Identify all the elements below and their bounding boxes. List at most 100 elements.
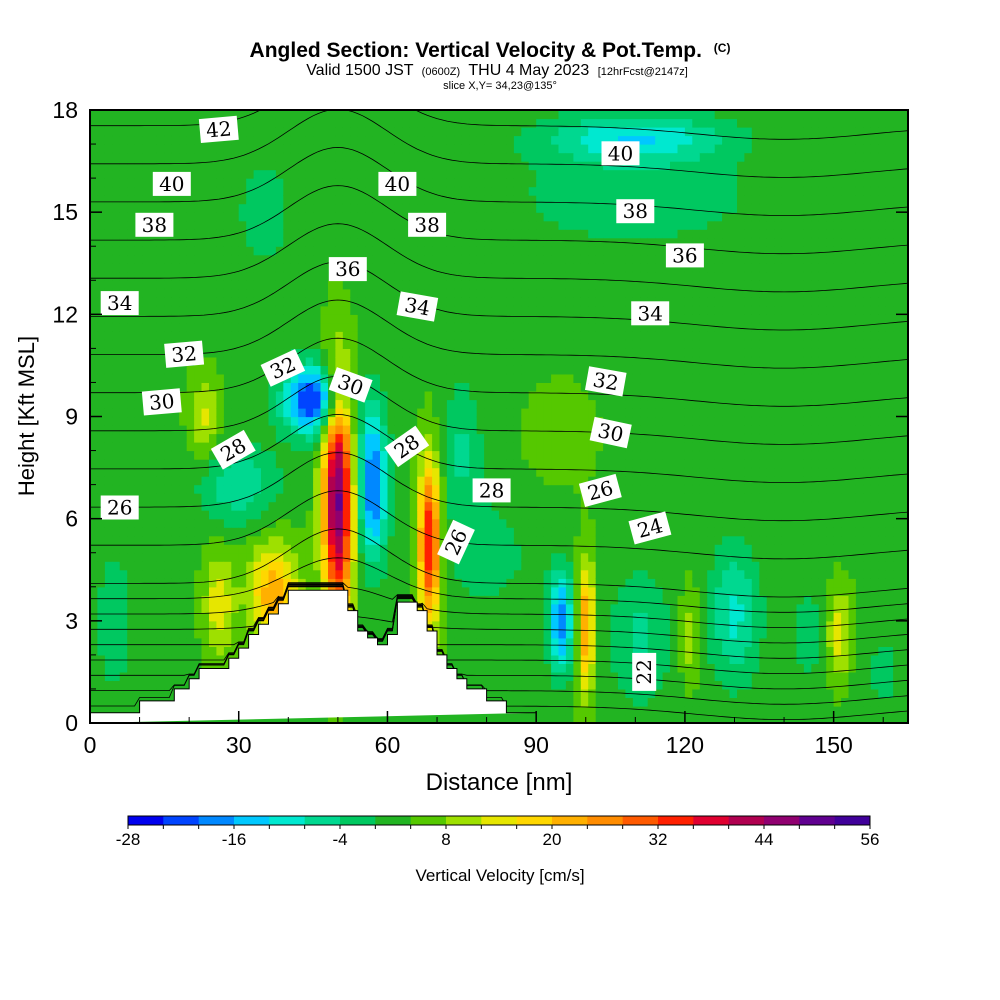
velocity-cell	[484, 433, 493, 443]
velocity-cell	[499, 595, 507, 605]
velocity-cell	[171, 195, 180, 205]
velocity-cell	[290, 263, 299, 273]
velocity-cell	[528, 527, 537, 537]
velocity-cell	[186, 552, 195, 562]
velocity-cell	[142, 331, 151, 341]
velocity-cell	[506, 127, 515, 137]
velocity-cell	[231, 535, 240, 545]
velocity-cell	[357, 425, 366, 435]
velocity-cell	[335, 314, 344, 324]
velocity-cell	[394, 527, 403, 537]
velocity-cell	[551, 603, 560, 613]
velocity-cell	[112, 518, 121, 528]
velocity-cell	[119, 408, 128, 418]
velocity-cell	[134, 603, 143, 613]
velocity-cell	[372, 714, 381, 723]
velocity-cell	[142, 382, 151, 392]
velocity-cell	[372, 246, 381, 256]
velocity-cell	[484, 314, 493, 324]
velocity-cell	[216, 399, 225, 409]
velocity-cell	[112, 527, 121, 537]
velocity-cell	[402, 322, 411, 332]
velocity-cell	[164, 263, 173, 273]
velocity-cell	[134, 535, 143, 545]
velocity-cell	[171, 484, 180, 494]
velocity-cell	[246, 552, 255, 562]
velocity-cell	[432, 442, 441, 452]
velocity-cell	[223, 373, 232, 383]
velocity-cell	[335, 408, 344, 418]
velocity-cell	[209, 229, 217, 239]
velocity-cell	[409, 373, 418, 383]
velocity-cell	[551, 195, 560, 205]
velocity-cell	[238, 501, 247, 511]
velocity-cell	[380, 433, 388, 443]
velocity-cell	[90, 552, 98, 562]
velocity-cell	[580, 288, 589, 298]
velocity-cell	[469, 416, 478, 426]
velocity-cell	[454, 373, 463, 383]
velocity-cell	[97, 263, 106, 273]
velocity-cell	[521, 135, 530, 145]
velocity-cell	[112, 314, 121, 324]
velocity-cell	[595, 110, 604, 120]
valid-utc-label: (0600Z)	[422, 66, 461, 78]
velocity-cell	[573, 714, 582, 723]
velocity-cell	[179, 535, 188, 545]
velocity-cell	[149, 373, 158, 383]
velocity-cell	[164, 271, 173, 281]
velocity-cell	[209, 288, 217, 298]
velocity-cell	[424, 382, 433, 392]
velocity-cell	[253, 484, 262, 494]
velocity-cell	[387, 365, 396, 375]
velocity-cell	[513, 714, 522, 723]
velocity-cell	[320, 263, 329, 273]
velocity-cell	[179, 442, 188, 452]
velocity-cell	[528, 493, 537, 503]
velocity-cell	[380, 135, 388, 145]
velocity-cell	[164, 603, 173, 613]
velocity-cell	[588, 127, 597, 137]
velocity-cell	[216, 433, 225, 443]
velocity-cell	[238, 416, 247, 426]
velocity-cell	[112, 212, 121, 222]
velocity-cell	[528, 305, 537, 315]
velocity-cell	[156, 459, 165, 469]
velocity-cell	[238, 169, 247, 179]
velocity-cell	[171, 135, 180, 145]
velocity-cell	[603, 663, 612, 673]
velocity-cell	[298, 476, 307, 486]
velocity-cell	[164, 442, 173, 452]
velocity-cell	[565, 220, 574, 230]
velocity-cell	[261, 535, 269, 545]
velocity-cell	[469, 654, 478, 664]
velocity-cell	[394, 212, 403, 222]
velocity-cell	[90, 586, 98, 596]
velocity-cell	[461, 552, 470, 562]
velocity-cell	[313, 161, 322, 171]
velocity-cell	[372, 595, 381, 605]
velocity-cell	[216, 178, 225, 188]
velocity-cell	[394, 484, 403, 494]
velocity-cell	[409, 331, 418, 341]
velocity-cell	[424, 433, 433, 443]
velocity-cell	[283, 518, 292, 528]
velocity-cell	[290, 110, 299, 120]
velocity-cell	[476, 118, 485, 128]
velocity-cell	[543, 178, 552, 188]
velocity-cell	[127, 688, 136, 698]
velocity-cell	[320, 314, 329, 324]
velocity-cell	[387, 195, 396, 205]
velocity-cell	[298, 144, 307, 154]
velocity-cell	[328, 110, 336, 120]
velocity-cell	[484, 646, 493, 656]
velocity-cell	[194, 569, 203, 579]
velocity-cell	[461, 229, 470, 239]
velocity-cell	[372, 527, 381, 537]
velocity-cell	[320, 212, 329, 222]
velocity-cell	[194, 246, 203, 256]
velocity-cell	[179, 408, 188, 418]
velocity-cell	[90, 493, 98, 503]
velocity-cell	[588, 663, 597, 673]
velocity-cell	[372, 416, 381, 426]
